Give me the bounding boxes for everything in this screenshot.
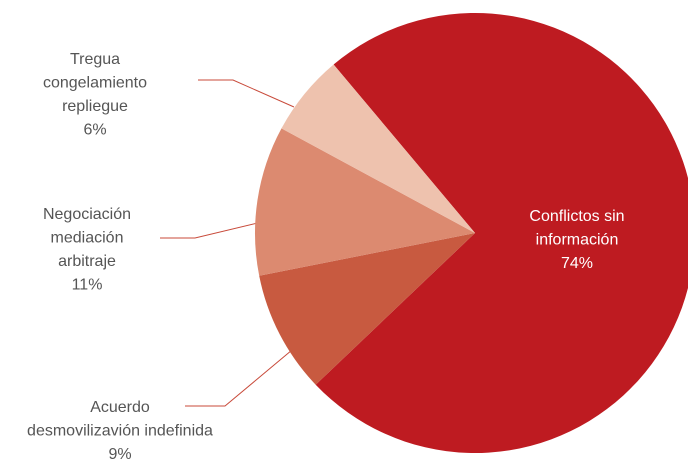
slice-label: repliegue [62, 98, 128, 115]
slice-label: Acuerdo [90, 399, 150, 416]
value-label: 11% [72, 277, 103, 294]
slice-label: información [536, 232, 619, 249]
leader-line [185, 349, 293, 407]
pie-slice [259, 233, 475, 385]
value-label: 6% [83, 122, 106, 139]
slice-label: Conflictos sin [529, 208, 624, 225]
leader-line [198, 79, 295, 108]
pie-slice [255, 128, 475, 276]
value-label: 74% [561, 255, 593, 272]
leader-line [160, 221, 263, 239]
pie-slice [281, 64, 475, 234]
slice-label: Negociación [43, 206, 131, 223]
slice-label: arbitraje [58, 253, 116, 270]
pie-slice [315, 13, 688, 453]
slice-label: desmovilizavión indefinida [27, 423, 213, 440]
slice-label: mediación [51, 230, 124, 247]
slice-label: congelamiento [43, 75, 147, 92]
value-label: 9% [108, 446, 131, 463]
slice-label: Tregua [70, 51, 120, 68]
